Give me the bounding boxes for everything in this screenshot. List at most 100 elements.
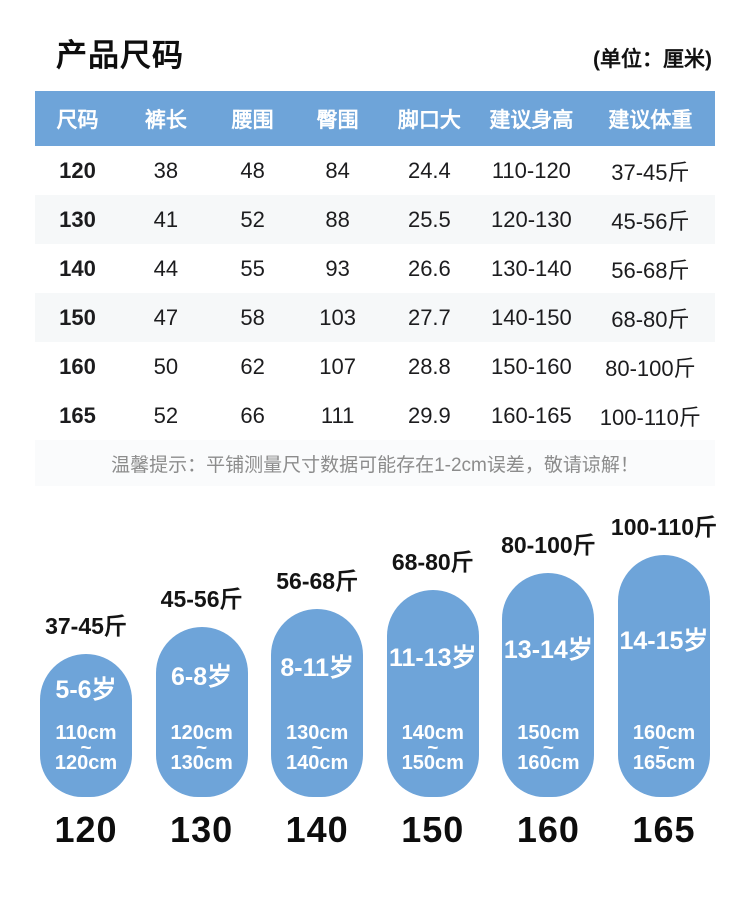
tilde-glyph: ~ (658, 738, 670, 759)
cell-suggested-height: 140-150 (490, 304, 572, 330)
cell-pants-length: 41 (153, 206, 179, 232)
height-max: 160cm (517, 752, 580, 774)
cell-hip: 107 (319, 353, 356, 379)
size-bar: 8-11岁 130cm ~ 140cm (271, 609, 364, 797)
size-table: 尺码 裤长 腰围 臀围 脚口大 建议身高 建议体重 120 38 48 84 2… (35, 91, 715, 440)
cell-waist: 58 (240, 304, 265, 330)
cell-suggested-height: 150-160 (490, 353, 572, 379)
table-row-165: 165 52 66 111 29.9 160-165 100-110斤 (35, 391, 715, 440)
size-bar: 6-8岁 120cm ~ 130cm (155, 627, 248, 797)
height-range-label: 120cm ~ 130cm (156, 722, 248, 797)
cell-suggested-height: 110-120 (491, 157, 571, 183)
age-range-label: 8-11岁 (280, 653, 355, 682)
page-header: 产品尺码 (单位：厘米) (0, 0, 750, 91)
height-max: 150cm (401, 752, 464, 774)
cell-size: 120 (59, 157, 96, 183)
cell-size: 165 (59, 402, 96, 428)
height-range-label: 150cm ~ 160cm (502, 722, 594, 797)
weight-range-label: 80-100斤 (501, 532, 596, 558)
cell-hip: 84 (325, 157, 350, 183)
tilde-glyph: ~ (311, 738, 323, 759)
age-range-label: 5-6岁 (55, 676, 117, 704)
height-min: 150cm (517, 722, 580, 744)
weight-range-label: 68-80斤 (391, 549, 474, 575)
cell-hip: 93 (325, 255, 350, 281)
age-range-label: 11-13岁 (389, 644, 477, 672)
height-range-label: 110cm ~ 120cm (40, 722, 132, 797)
cell-leg-opening: 24.4 (407, 157, 451, 183)
weight-range-label: 100-110斤 (610, 514, 718, 540)
size-bar-chart: 37-45斤 5-6岁 110cm ~ 120cm 120 45-56斤 6-8… (0, 508, 750, 851)
measurement-tip: 温馨提示：平铺测量尺寸数据可能存在1-2cm误差，敬请谅解！ (35, 440, 715, 486)
cell-suggested-weight: 68-80斤 (611, 306, 690, 332)
cell-hip: 111 (320, 402, 355, 428)
cell-suggested-weight: 37-45斤 (611, 159, 690, 185)
tilde-glyph: ~ (80, 738, 92, 759)
bar-group-160: 80-100斤 13-14岁 150cm ~ 160cm 160 (501, 526, 596, 851)
cell-waist: 66 (240, 402, 265, 428)
cell-waist: 62 (240, 353, 265, 379)
cell-size: 160 (59, 353, 96, 379)
cell-suggested-height: 120-130 (490, 206, 572, 232)
height-max: 140cm (286, 752, 349, 774)
table-row-140: 140 44 55 93 26.6 130-140 56-68斤 (35, 244, 715, 293)
size-table-header-row: 尺码 裤长 腰围 臀围 脚口大 建议身高 建议体重 (35, 91, 715, 146)
height-min: 160cm (632, 722, 696, 744)
height-min: 130cm (286, 722, 349, 744)
cell-pants-length: 44 (153, 255, 179, 281)
tilde-glyph: ~ (196, 738, 208, 759)
cell-pants-length: 47 (153, 304, 179, 330)
height-min: 110cm (55, 722, 117, 744)
cell-waist: 52 (240, 206, 265, 232)
cell-pants-length: 50 (153, 353, 179, 379)
col-header-suggested-weight: 建议体重 (608, 108, 693, 132)
cell-size: 140 (59, 255, 96, 281)
size-label: 140 (285, 809, 349, 850)
cell-leg-opening: 29.9 (407, 402, 451, 428)
cell-size: 150 (59, 304, 96, 330)
size-bar: 11-13岁 140cm ~ 150cm (386, 590, 479, 797)
unit-note: (单位：厘米) (593, 48, 712, 71)
cell-pants-length: 38 (153, 157, 179, 183)
bar-group-165: 100-110斤 14-15岁 160cm ~ 165cm 165 (611, 508, 717, 851)
size-bar: 14-15岁 160cm ~ 165cm (617, 555, 710, 797)
tilde-glyph: ~ (427, 738, 439, 759)
size-label: 160 (516, 809, 580, 850)
height-max: 165cm (632, 752, 696, 774)
cell-suggested-weight: 45-56斤 (611, 208, 690, 234)
table-row-130: 130 41 52 88 25.5 120-130 45-56斤 (35, 195, 715, 244)
height-max: 120cm (54, 752, 118, 774)
cell-waist: 55 (240, 255, 265, 281)
bar-group-120: 37-45斤 5-6岁 110cm ~ 120cm 120 (40, 607, 132, 851)
size-label: 120 (54, 809, 118, 850)
cell-size: 130 (59, 206, 96, 232)
size-bar: 13-14岁 150cm ~ 160cm (502, 573, 595, 797)
size-label: 150 (401, 809, 465, 850)
height-min: 140cm (401, 722, 464, 744)
height-range-label: 130cm ~ 140cm (271, 722, 363, 797)
weight-range-label: 45-56斤 (160, 586, 243, 612)
height-range-label: 160cm ~ 165cm (618, 722, 710, 797)
cell-suggested-height: 130-140 (490, 255, 572, 281)
height-max: 130cm (170, 752, 233, 774)
cell-suggested-height: 160-165 (490, 402, 572, 428)
cell-suggested-weight: 56-68斤 (611, 257, 690, 283)
age-range-label: 6-8岁 (171, 662, 233, 691)
col-header-size: 尺码 (56, 108, 99, 132)
age-range-label: 13-14岁 (503, 635, 593, 664)
cell-leg-opening: 28.8 (407, 353, 451, 379)
height-range-label: 140cm ~ 150cm (387, 722, 479, 797)
table-row-120: 120 38 48 84 24.4 110-120 37-45斤 (35, 146, 715, 195)
cell-hip: 88 (325, 206, 350, 232)
cell-suggested-weight: 100-110斤 (599, 404, 701, 430)
tilde-glyph: ~ (542, 738, 554, 759)
cell-pants-length: 52 (153, 402, 179, 428)
cell-leg-opening: 27.7 (407, 304, 451, 330)
table-row-160: 160 50 62 107 28.8 150-160 80-100斤 (35, 342, 715, 391)
bar-group-140: 56-68斤 8-11岁 130cm ~ 140cm 140 (271, 562, 364, 851)
bar-group-150: 68-80斤 11-13岁 140cm ~ 150cm 150 (386, 543, 479, 851)
cell-leg-opening: 26.6 (407, 255, 451, 281)
page-title: 产品尺码 (56, 38, 184, 73)
col-header-hip: 臀围 (316, 108, 359, 132)
cell-leg-opening: 25.5 (407, 206, 451, 232)
